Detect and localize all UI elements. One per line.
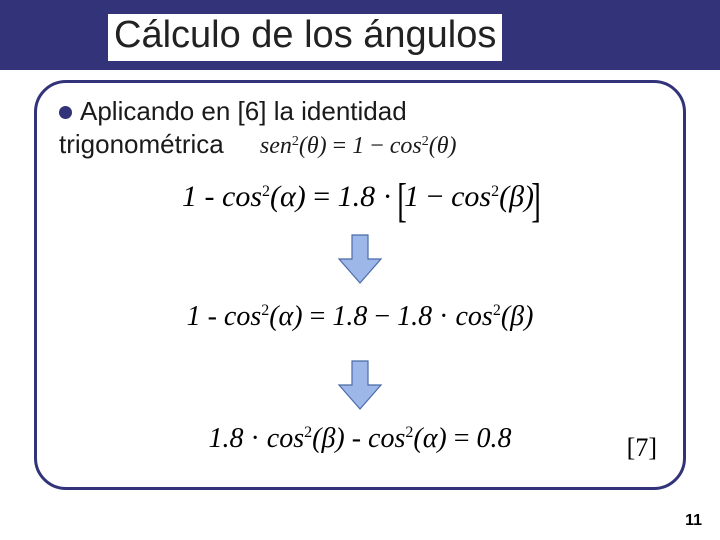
equation-reference: [7] xyxy=(627,433,657,463)
page-number: 11 xyxy=(685,512,702,530)
equation-3: 1.8 · cos2(β) - cos2(α) = 0.8 xyxy=(37,423,683,455)
bullet-icon xyxy=(59,106,72,119)
arrow-shape xyxy=(339,235,381,283)
equation-2: 1 - cos2(α) = 1.8 − 1.8 · cos2(β) xyxy=(37,301,683,333)
bullet-line2: trigonométrica xyxy=(59,129,224,159)
bullet-line1: Aplicando en [6] la identidad xyxy=(80,96,407,126)
content-frame: Aplicando en [6] la identidad trigonomét… xyxy=(34,80,686,490)
inline-equation: sen2(θ) = 1 − cos2(θ) xyxy=(260,133,457,159)
arrow-shape xyxy=(339,361,381,409)
down-arrow-icon xyxy=(335,359,385,411)
page-title: Cálculo de los ángulos xyxy=(108,14,502,61)
equation-1: 1 - cos2(α) = 1.8 · [1 − cos2(β)] xyxy=(37,173,683,228)
header-underline xyxy=(0,68,720,70)
bullet-text: Aplicando en [6] la identidad trigonomét… xyxy=(59,95,661,161)
down-arrow-icon xyxy=(335,233,385,285)
